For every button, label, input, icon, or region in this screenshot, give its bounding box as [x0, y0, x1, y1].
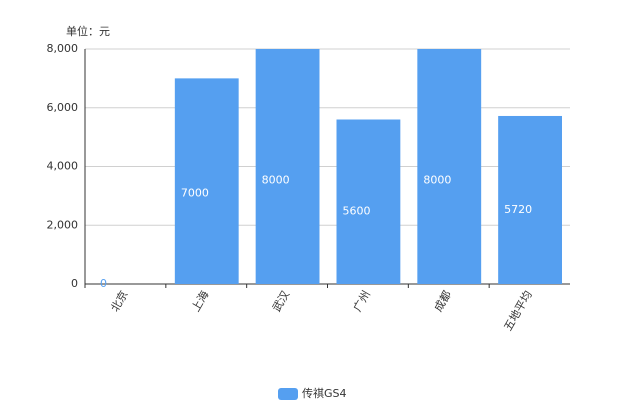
legend-swatch [278, 388, 298, 400]
unit-label: 单位：元 [66, 24, 110, 38]
x-tick-label: 北京 [107, 288, 130, 314]
x-tick-label: 广州 [351, 289, 373, 315]
y-tick-label: 0 [71, 277, 78, 290]
bar [255, 49, 320, 284]
x-tick-label: 武汉 [270, 289, 292, 315]
data-label: 8000 [423, 174, 451, 187]
data-label: 7000 [181, 187, 209, 200]
bar [174, 78, 239, 284]
data-label: 5600 [343, 205, 371, 218]
y-tick-label: 4,000 [47, 160, 79, 173]
x-tick-label: 上海 [188, 288, 211, 314]
bar [417, 49, 482, 284]
x-tick-label: 成都 [432, 289, 454, 315]
x-tick-label: 五地平均 [502, 289, 535, 334]
bar [498, 115, 562, 284]
y-tick-label: 6,000 [47, 101, 79, 114]
data-label: 5720 [504, 203, 532, 216]
data-label: 0 [100, 277, 107, 290]
legend-label: 传祺GS4 [302, 387, 347, 400]
y-tick-label: 8,000 [47, 42, 79, 55]
bar [336, 119, 401, 284]
data-label: 8000 [262, 174, 290, 187]
y-tick-label: 2,000 [47, 218, 79, 231]
